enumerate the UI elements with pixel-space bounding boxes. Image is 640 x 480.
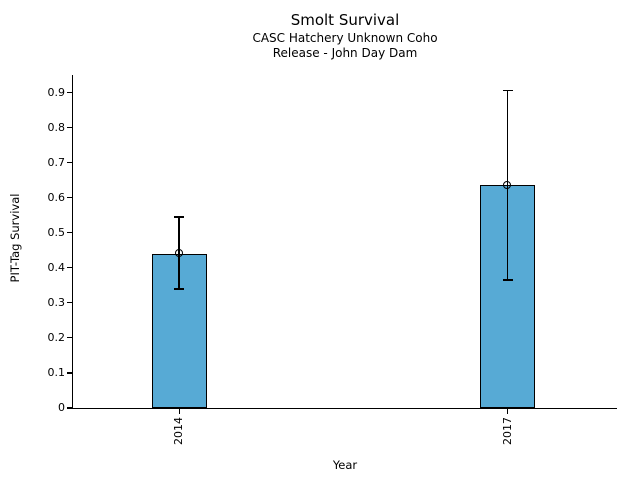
chart-title: Smolt Survival: [290, 11, 400, 29]
chart-subtitle-line-1: CASC Hatchery Unknown Coho: [252, 31, 438, 45]
y-tick: [66, 126, 72, 129]
y-tick: [66, 197, 72, 199]
plot-area: 0 0.1 0.2 0.3 0.4 0.5 0.6 0.7 0.8 0.9 2014 2017: [48, 75, 617, 445]
y-tick-label: 0.4: [47, 260, 66, 274]
x-axis-label: Year: [332, 458, 358, 472]
data-point-marker: [174, 249, 183, 258]
error-bar-cap: [174, 216, 185, 218]
y-tick-label: 0.7: [47, 155, 66, 169]
chart-subtitle: CASC Hatchery Unknown Coho Release - Joh…: [73, 31, 617, 60]
y-tick-label: 0.3: [47, 295, 66, 309]
error-bar-cap: [502, 90, 513, 92]
y-tick-label: 0.9: [47, 85, 66, 99]
chart-subtitle-line-2: Release - John Day Dam: [272, 45, 418, 60]
x-tick: [178, 409, 180, 415]
x-tick-label: 2014: [172, 417, 186, 445]
y-tick: [66, 407, 72, 409]
y-tick: [66, 337, 72, 339]
y-tick-label: 0.8: [47, 120, 66, 134]
y-tick-label: 0.6: [47, 190, 66, 204]
data-point-marker: [503, 181, 512, 190]
x-tick-label: 2017: [500, 417, 514, 445]
x-tick: [506, 409, 509, 415]
error-bar-cap: [502, 279, 513, 281]
y-tick-label: 0.5: [47, 225, 66, 239]
y-tick-label: 0.2: [47, 330, 66, 344]
error-bar-cap: [174, 288, 185, 290]
x-axis-spine: [71, 408, 617, 410]
y-tick: [66, 302, 72, 304]
y-tick: [66, 162, 72, 164]
y-axis-spine: [71, 75, 73, 410]
y-tick: [66, 91, 72, 94]
y-axis-label: PIT-Tag Survival: [8, 193, 22, 283]
y-tick-label: 0: [58, 401, 65, 414]
y-tick-label: 0.1: [47, 365, 66, 379]
y-tick: [66, 267, 72, 269]
y-tick: [66, 232, 72, 234]
y-tick: [66, 372, 72, 374]
